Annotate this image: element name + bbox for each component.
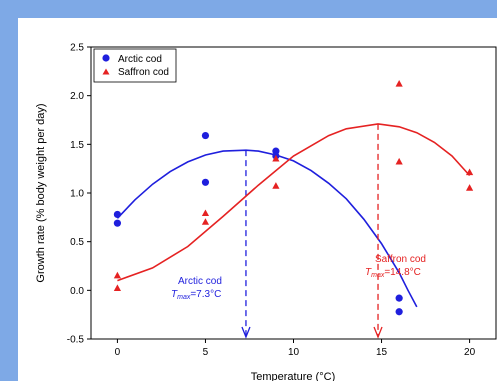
arctic-data-point [395,294,403,302]
legend-saffron-label: Saffron cod [118,67,169,78]
x-tick-label: 5 [203,347,209,358]
arctic-annotation-tmax: Tmax=7.3°C [171,289,221,301]
x-tick-label: 10 [288,347,300,358]
saffron-annotation-name: Saffron cod [375,254,426,265]
saffron-data-point [272,182,280,189]
saffron-data-point [395,157,403,165]
y-tick-label: 1.0 [70,189,84,200]
x-axis-title: Temperature (°C) [251,371,335,381]
saffron-data-point [113,284,122,291]
y-tick-label: 1.5 [70,140,84,151]
x-tick-label: 20 [464,347,476,358]
y-tick-label: -0.5 [67,335,85,346]
arctic-data-point [113,210,122,219]
y-tick-label: 2.0 [70,91,84,102]
arctic-annotation-name: Arctic cod [178,276,222,287]
x-tick-label: 15 [376,347,388,358]
x-tick-label: 0 [115,347,121,358]
arctic-data-point [201,178,210,186]
saffron-data-point [465,184,474,191]
saffron-data-point [395,79,403,87]
saffron-tmax-arrow [373,326,383,339]
legend-box [93,48,177,83]
y-axis-title: Growth rate (% body weight per day) [35,103,47,282]
saffron-data-point [201,218,210,225]
saffron-annotation-tmax: Tmax=14.8°C [365,267,421,279]
legend-arctic-marker [102,54,110,62]
saffron-data-point [465,168,474,176]
arctic-data-point [395,308,403,316]
growth-rate-chart: 0 5 10 15 20 -0.5 0.0 0.5 1.0 1.5 2.0 2.5 Arctic co… [35,43,497,381]
saffron-data-point [201,209,210,217]
saffron-data-point [272,154,280,162]
legend-arctic-label: Arctic cod [118,54,162,65]
figure-panel: 0 5 10 15 20 -0.5 0.0 0.5 1.0 1.5 2.0 2.5 Arctic co… [18,18,497,381]
arctic-data-point [113,219,122,227]
y-tick-label: 2.5 [70,43,84,54]
saffron-fit-curve [117,123,471,282]
arctic-data-point [201,131,210,140]
arctic-annotation: Arctic cod Tmax=7.3°C [171,276,222,301]
plot-area [90,46,497,340]
saffron-data-point [113,271,122,279]
y-tick-label: 0.0 [70,286,84,297]
arctic-tmax-arrow [241,326,251,339]
saffron-annotation: Saffron cod Tmax=14.8°C [365,254,426,279]
legend: Arctic cod Saffron cod [93,48,177,83]
legend-saffron-marker [102,68,110,75]
y-tick-label: 0.5 [70,237,84,248]
